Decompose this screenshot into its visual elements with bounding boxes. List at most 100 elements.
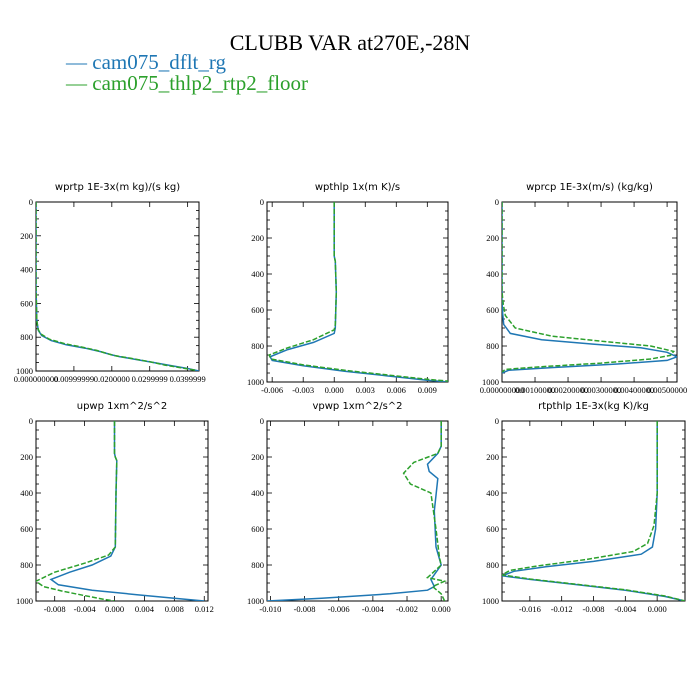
y-tick-label: 1000: [482, 596, 499, 606]
y-tick-label: 0: [260, 416, 264, 426]
plot-frame: [35, 201, 200, 372]
y-tick-label: 1000: [247, 596, 264, 606]
x-tick-label: -0.004: [362, 604, 385, 614]
y-tick-label: 0: [495, 416, 499, 426]
x-tick-label: 0.0200000: [94, 374, 130, 384]
y-tick-label: 800: [251, 560, 264, 570]
y-tick-label: 800: [486, 560, 499, 570]
y-tick-label: 400: [486, 269, 499, 279]
y-tick-label: 800: [20, 560, 33, 570]
x-tick-label: -0.016: [519, 604, 541, 614]
series-line-dflt-rg: [502, 421, 685, 601]
x-tick-label: -0.008: [44, 604, 66, 614]
y-tick-label: 400: [251, 488, 264, 498]
y-tick-label: 1000: [16, 366, 33, 376]
y-tick-label: 1000: [16, 596, 33, 606]
series-line-thlp2-rtp2-floor: [502, 421, 685, 601]
x-tick-label: 0.000: [325, 385, 344, 395]
x-tick-label: 0.000: [105, 604, 124, 614]
y-tick-label: 400: [486, 488, 499, 498]
series-line-dflt-rg: [267, 421, 443, 601]
x-tick-label: 0.00100000: [515, 385, 555, 395]
x-tick-label: -0.004: [614, 604, 637, 614]
y-tick-label: 400: [20, 265, 33, 275]
legend-label: cam075_thlp2_rtp2_floor: [92, 71, 309, 95]
legend-item-dflt-rg: — cam075_dflt_rg: [66, 50, 226, 75]
x-tick-label: 0.000: [432, 604, 451, 614]
legend-item-thlp2-rtp2-floor: — cam075_thlp2_rtp2_floor: [66, 71, 308, 96]
series-line-thlp2-rtp2-floor: [502, 202, 676, 373]
series-line-thlp2-rtp2-floor: [268, 202, 448, 382]
series-line-thlp2-rtp2-floor: [36, 421, 118, 601]
y-tick-label: 200: [20, 452, 33, 462]
x-tick-label: 0.00999999: [54, 374, 94, 384]
y-tick-label: 200: [486, 233, 499, 243]
y-tick-label: 200: [251, 452, 264, 462]
figure-title: CLUBB VAR at270E,-28N: [229, 30, 471, 55]
x-tick-label: 0.000000000: [14, 374, 59, 384]
legend-label: cam075_dflt_rg: [92, 50, 227, 74]
y-tick-label: 0: [29, 416, 33, 426]
plot-frame: [266, 420, 449, 602]
x-tick-label: -0.004: [74, 604, 97, 614]
panel-title: rtpthlp 1E-3x(kg K)/kg: [538, 401, 649, 412]
chart-panel-2: wpthlp 1x(m K)/s 0 200 400 600 800 1000-0.006-…: [247, 182, 449, 395]
x-tick-label: -0.002: [396, 604, 418, 614]
x-tick-label: 0.006: [387, 385, 406, 395]
y-tick-label: 600: [20, 524, 33, 534]
series-line-thlp2-rtp2-floor: [402, 421, 448, 601]
x-tick-label: 0.009: [418, 385, 437, 395]
chart-panel-3: wprcp 1E-3x(m/s) (kg/kg) 0 200 400 600 800 100…: [480, 182, 688, 395]
x-tick-label: 0.000000000: [480, 385, 525, 395]
y-tick-label: 0: [495, 197, 499, 207]
chart-panel-6: rtpthlp 1E-3x(kg K)/kg 0 200 400 600 800 1000 -…: [482, 401, 686, 614]
y-tick-label: 0: [260, 197, 264, 207]
y-tick-label: 200: [20, 231, 33, 241]
legend-line-glyph: —: [66, 50, 87, 74]
panel-title: wpthlp 1x(m K)/s: [315, 182, 400, 193]
series-line-dflt-rg: [36, 202, 199, 371]
plot-frame: [501, 201, 678, 383]
chart-panel-4: upwp 1xm^2/s^2 0 200 400 600 800 1000 -0.008 -0.…: [16, 401, 214, 614]
y-tick-label: 1000: [482, 377, 499, 387]
x-tick-label: 0.003: [356, 385, 375, 395]
x-tick-label: 0.0399999: [170, 374, 206, 384]
series-line-thlp2-rtp2-floor: [36, 202, 196, 371]
y-tick-label: 1000: [247, 377, 264, 387]
y-tick-label: 600: [251, 524, 264, 534]
x-tick-label: 0.004: [135, 604, 155, 614]
y-tick-label: 200: [251, 233, 264, 243]
x-tick-label: 0.00500000: [647, 385, 687, 395]
x-tick-label: 0.00200000: [548, 385, 588, 395]
y-tick-label: 800: [20, 332, 33, 342]
x-tick-label: 0.000: [648, 604, 667, 614]
x-tick-label: -0.010: [259, 604, 281, 614]
x-tick-label: 0.008: [165, 604, 184, 614]
y-tick-label: 800: [251, 341, 264, 351]
x-tick-label: 0.00400000: [614, 385, 654, 395]
y-tick-label: 600: [20, 298, 33, 308]
plot-frame: [266, 201, 449, 383]
series-line-dflt-rg: [269, 202, 448, 382]
y-tick-label: 800: [486, 341, 499, 351]
legend-line-glyph: —: [66, 71, 87, 95]
panel-title: upwp 1xm^2/s^2: [77, 401, 167, 412]
y-tick-label: 200: [486, 452, 499, 462]
panel-title: wprtp 1E-3x(m kg)/(s kg): [55, 182, 180, 193]
x-tick-label: -0.006: [328, 604, 350, 614]
panel-title: wprcp 1E-3x(m/s) (kg/kg): [526, 182, 653, 193]
chart-panel-1: wprtp 1E-3x(m kg)/(s kg) 0 200 400 600 800 100…: [14, 182, 206, 384]
x-tick-label: -0.008: [294, 604, 316, 614]
y-tick-label: 400: [20, 488, 33, 498]
x-tick-label: -0.012: [551, 604, 573, 614]
x-tick-label: -0.003: [292, 385, 314, 395]
y-tick-label: 400: [251, 269, 264, 279]
x-tick-label: -0.008: [583, 604, 605, 614]
series-line-dflt-rg: [502, 202, 677, 374]
y-tick-label: 600: [251, 305, 264, 315]
panel-title: vpwp 1xm^2/s^2: [312, 401, 402, 412]
y-tick-label: 0: [29, 197, 33, 207]
chart-panel-5: vpwp 1xm^2/s^2 0 200 400 600 800 1000-0.010 -0.…: [247, 401, 451, 614]
x-tick-label: 0.0299999: [132, 374, 168, 384]
series-line-dflt-rg: [49, 421, 205, 601]
